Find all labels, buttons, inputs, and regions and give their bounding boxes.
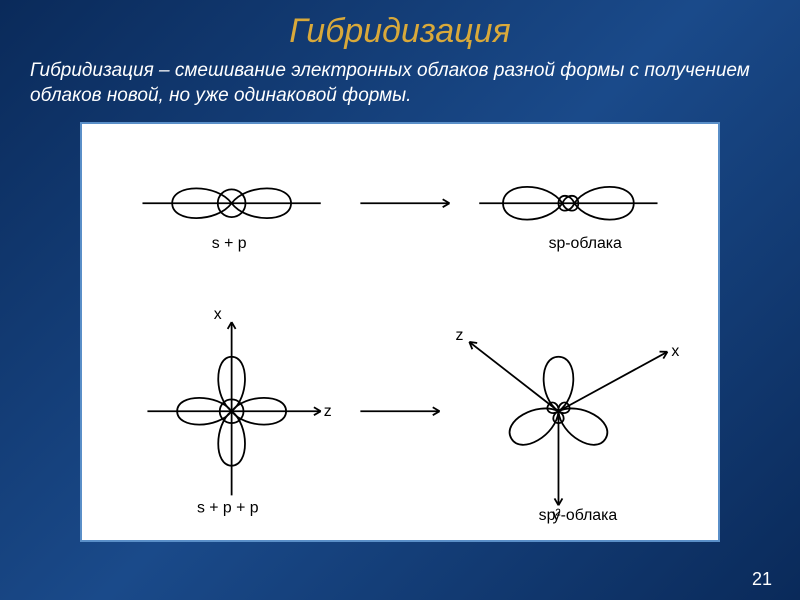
diagram-frame: s + psp-облакаxzs + p + pzxysp²-облака: [80, 122, 720, 542]
svg-text:sp-облака: sp-облака: [549, 235, 622, 252]
svg-text:z: z: [324, 404, 332, 421]
svg-text:sp²-облака: sp²-облака: [539, 508, 618, 525]
svg-text:x: x: [214, 306, 222, 323]
svg-text:x: x: [671, 343, 679, 360]
svg-text:s + p: s + p: [212, 235, 247, 252]
subtitle-text: Гибридизация – смешивание электронных об…: [30, 59, 770, 108]
svg-text:s + p + p: s + p + p: [197, 500, 259, 517]
svg-text:z: z: [455, 327, 463, 344]
hybridization-diagram: s + psp-облакаxzs + p + pzxysp²-облака: [82, 124, 718, 540]
page-number: 21: [752, 569, 772, 590]
page-title: Гибридизация: [0, 0, 800, 51]
